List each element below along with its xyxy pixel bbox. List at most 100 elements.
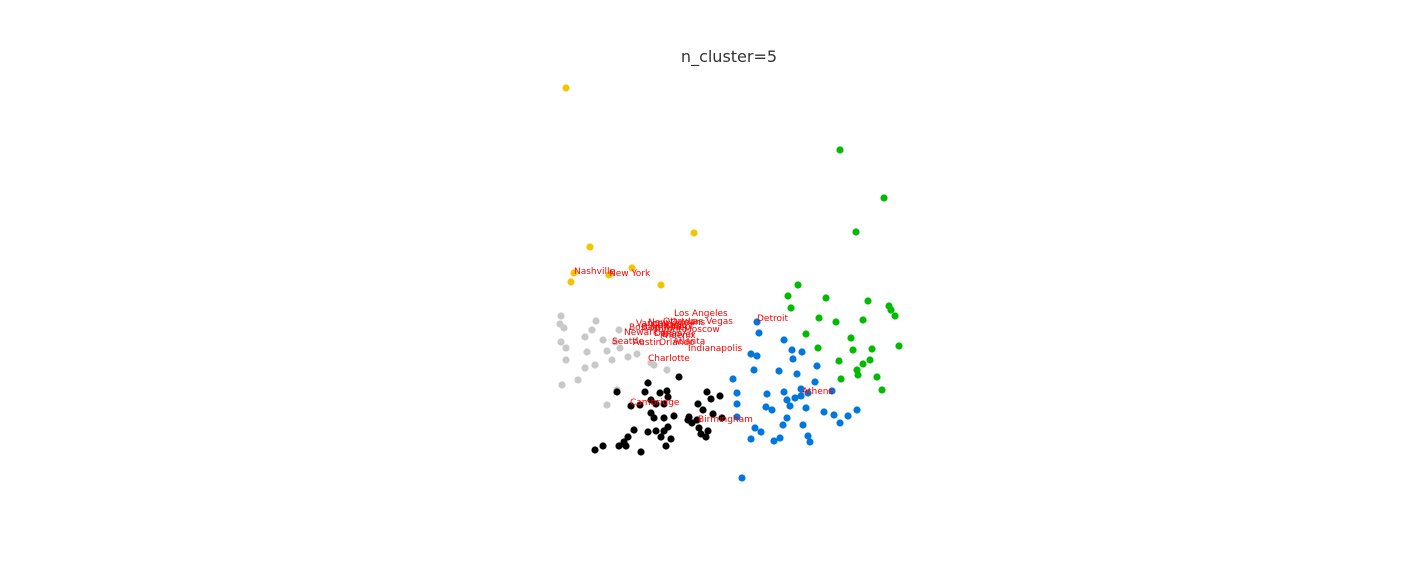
scatter-point-cluster-4-15 (694, 400, 702, 408)
scatter-point-cluster-4-31 (630, 426, 638, 434)
scatter-point-cluster-3-22 (611, 338, 619, 346)
scatter-point-cluster-3-12 (581, 364, 589, 372)
scatter-point-cluster-4-43 (591, 446, 599, 454)
scatter-point-cluster-3-8 (562, 344, 570, 352)
scatter-point-cluster-4-32 (644, 428, 652, 436)
city-label: Chicago (651, 321, 688, 331)
scatter-point-cluster-1-8 (887, 306, 895, 314)
scatter-point-cluster-1-4 (784, 292, 792, 300)
city-label: Orlando (659, 338, 695, 348)
scatter-point-cluster-3-24 (650, 361, 658, 369)
points-layer (556, 84, 903, 482)
scatter-point-cluster-4-13 (707, 395, 715, 403)
scatter-point-cluster-2-26 (786, 402, 794, 410)
scatter-point-cluster-4-3 (664, 393, 672, 401)
city-label: Ottawa (663, 317, 696, 327)
scatter-point-cluster-1-25 (873, 373, 881, 381)
scatter-point-cluster-4-41 (615, 442, 623, 450)
scatter-point-cluster-3-16 (633, 350, 641, 358)
scatter-point-cluster-3-21 (616, 344, 624, 352)
scatter-point-cluster-3-10 (583, 348, 591, 356)
scatter-point-cluster-2-22 (733, 389, 741, 397)
scatter-point-cluster-4-8 (636, 401, 644, 409)
city-label: Moscow (684, 325, 720, 335)
scatter-point-cluster-2-12 (729, 375, 737, 383)
scatter-point-cluster-1-19 (814, 344, 822, 352)
scatter-point-cluster-3-14 (608, 356, 616, 364)
scatter-point-cluster-4-17 (709, 410, 717, 418)
scatter-point-cluster-4-44 (637, 448, 645, 456)
scatter-point-cluster-2-33 (751, 424, 759, 432)
scatter-point-cluster-2-19 (797, 392, 805, 400)
scatter-point-cluster-0-1 (586, 243, 594, 251)
city-label: Baltimore (641, 323, 685, 333)
scatter-point-cluster-2-31 (853, 406, 861, 414)
city-label: Indianapolis (688, 344, 743, 354)
scatter-point-cluster-1-9 (891, 312, 899, 320)
scatter-point-cluster-4-38 (624, 433, 632, 441)
scatter-point-cluster-2-2 (780, 336, 788, 344)
city-label: Austin (633, 338, 661, 348)
scatter-point-cluster-1-24 (854, 371, 862, 379)
scatter-point-cluster-1-27 (878, 386, 886, 394)
scatter-point-cluster-3-9 (603, 347, 611, 355)
scatter-point-cluster-2-32 (836, 419, 844, 427)
scatter-point-cluster-2-36 (779, 421, 787, 429)
scatter-point-cluster-0-5 (605, 271, 613, 279)
scatter-point-cluster-4-33 (652, 427, 660, 435)
scatter-point-cluster-2-13 (811, 378, 819, 386)
scatter-point-cluster-2-20 (804, 389, 812, 397)
scatter-point-cluster-2-21 (828, 387, 836, 395)
city-label: Los Angeles (674, 309, 728, 319)
city-label: Boston (629, 323, 660, 333)
scatter-point-cluster-2-40 (806, 438, 814, 446)
scatter-point-cluster-4-16 (699, 406, 707, 414)
city-label: Atlanta (673, 337, 705, 347)
scatter-point-cluster-0-2 (690, 229, 698, 237)
scatter-point-cluster-4-30 (702, 433, 710, 441)
scatter-point-cluster-2-9 (775, 367, 783, 375)
city-label: Denver (662, 330, 695, 340)
scatter-point-cluster-2-41 (776, 434, 784, 442)
scatter-point-cluster-2-30 (844, 412, 852, 420)
scatter-point-cluster-2-28 (820, 408, 828, 416)
scatter-point-cluster-1-18 (895, 342, 903, 350)
scatter-point-cluster-1-15 (847, 334, 855, 342)
scatter-point-cluster-1-13 (859, 316, 867, 324)
scatter-point-cluster-2-3 (788, 346, 796, 354)
scatter-point-cluster-3-3 (592, 317, 600, 325)
scatter-point-cluster-4-27 (695, 424, 703, 432)
scatter-point-cluster-4-24 (685, 413, 693, 421)
scatter-point-cluster-4-1 (675, 373, 683, 381)
scatter-point-cluster-2-1 (755, 329, 763, 337)
city-label: New York (609, 269, 651, 279)
scatter-point-cluster-2-23 (733, 400, 741, 408)
city-label: Detroit (757, 314, 789, 324)
scatter-point-cluster-2-39 (804, 432, 812, 440)
scatter-point-cluster-1-22 (859, 360, 867, 368)
city-label: Nashville (574, 267, 615, 277)
city-label: Cambridge (630, 398, 680, 408)
scatter-point-cluster-2-8 (813, 362, 821, 370)
city-label: Charlotte (648, 354, 690, 364)
city-label: Vancouver (636, 319, 684, 329)
city-label: Birmingham (698, 415, 753, 425)
scatter-point-cluster-2-15 (797, 385, 805, 393)
scatter-point-cluster-2-27 (802, 404, 810, 412)
scatter-point-cluster-2-24 (762, 403, 770, 411)
scatter-point-cluster-1-2 (852, 228, 860, 236)
scatter-point-cluster-4-40 (622, 442, 630, 450)
scatter-point-cluster-2-43 (747, 435, 755, 443)
city-label: New Orleans (648, 318, 706, 328)
scatter-point-cluster-1-12 (832, 318, 840, 326)
scatter-point-cluster-1-3 (794, 281, 802, 289)
scatter-point-cluster-1-21 (866, 356, 874, 364)
scatter-point-cluster-2-6 (753, 352, 761, 360)
scatter-point-cluster-2-10 (750, 366, 758, 374)
scatter-point-cluster-3-7 (557, 338, 565, 346)
scatter-point-cluster-4-22 (670, 412, 678, 420)
scatter-point-cluster-0-6 (567, 278, 575, 286)
scatter-point-cluster-1-20 (835, 357, 843, 365)
scatter-point-cluster-2-17 (783, 396, 791, 404)
